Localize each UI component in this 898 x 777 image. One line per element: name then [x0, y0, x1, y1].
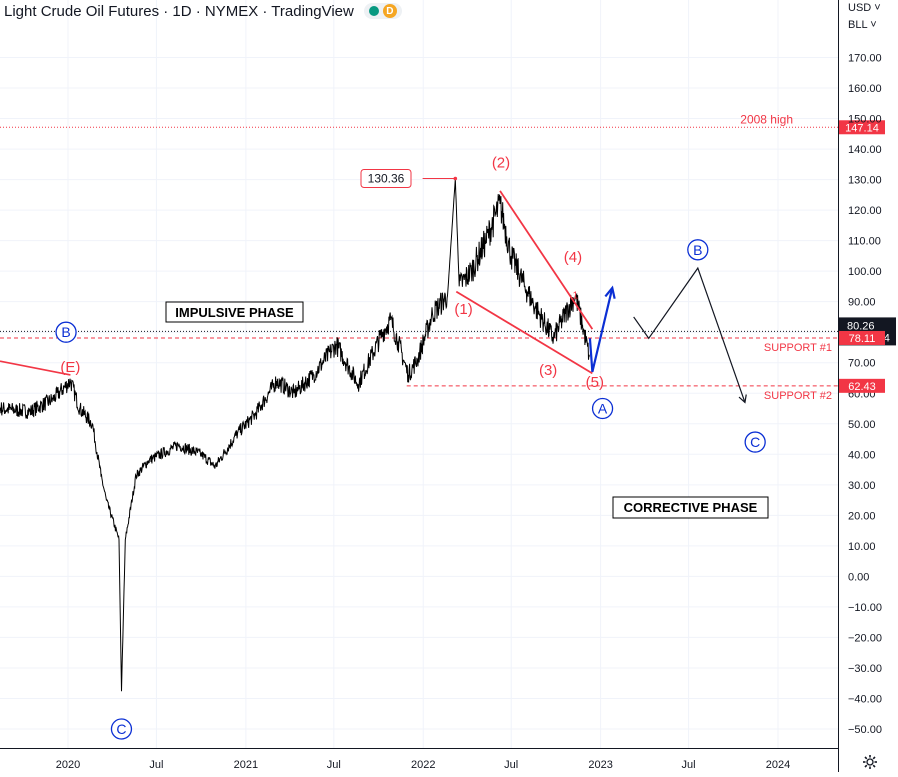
wave-label: (2) [492, 154, 510, 171]
x-tick-label: Jul [149, 759, 163, 771]
price-tag-dot [453, 176, 458, 181]
y-tick-label: −10.00 [848, 602, 882, 614]
gear-icon[interactable] [862, 754, 878, 770]
wedge-line-2 [499, 190, 594, 330]
y-tick-label: 170.00 [848, 53, 882, 65]
y-tick-label: −30.00 [848, 663, 882, 675]
support-price-label: 78.11 [849, 333, 876, 345]
price-tag-box [360, 168, 412, 188]
x-tick-label: Jul [504, 759, 518, 771]
price-series-line [0, 178, 590, 692]
unit-label: BLL [848, 19, 868, 31]
blue-projection-arrowhead [604, 285, 616, 299]
support-1-label: SUPPORT #1 [764, 342, 832, 354]
wave-label: (E) [60, 359, 80, 376]
corrective-phase-label: CORRECTIVE PHASE [624, 500, 758, 515]
wave-circle-label: C [116, 721, 126, 737]
wave-circle-C [744, 431, 766, 453]
x-tick-label: Jul [682, 759, 696, 771]
impulsive-phase-label: IMPULSIVE PHASE [175, 305, 294, 320]
y-tick-label: 160.00 [848, 83, 882, 95]
wedge-line-1 [455, 290, 593, 375]
wave-circle-A [591, 397, 614, 420]
level-2008-high-label: 2008 high [740, 112, 793, 126]
y-tick-label: 90.00 [848, 297, 876, 309]
status-badge[interactable]: D [363, 3, 402, 19]
y-tick-label: 20.00 [848, 510, 876, 522]
x-tick-label: 2020 [56, 759, 80, 771]
wave-circle-label: A [598, 401, 608, 417]
x-tick-label: 2021 [234, 759, 258, 771]
y-tick-label: 120.00 [848, 205, 882, 217]
wave-circle-label: C [750, 434, 760, 450]
chevron-down-icon: ˅ [870, 19, 877, 31]
support-price-tag [839, 378, 885, 393]
y-tick-label: 100.00 [848, 266, 882, 278]
y-tick-label: 110.00 [848, 236, 881, 248]
y-tick-label: −20.00 [848, 632, 882, 644]
currency-label: USD [848, 2, 872, 14]
wave-circle-label: B [693, 242, 702, 258]
y-tick-label: 30.00 [848, 480, 876, 492]
wave-circle-label: B [61, 324, 70, 340]
support-price-tag [839, 330, 885, 345]
unit-selector[interactable]: BLL ˅ [848, 19, 877, 31]
delay-badge-icon: D [382, 4, 397, 18]
impulsive-phase-box: IMPULSIVE PHASE [165, 301, 304, 323]
x-tick-label: 2023 [588, 759, 612, 771]
level-2008-high-tag [839, 120, 885, 135]
current-price-value: 80.26 [847, 320, 875, 332]
y-tick-label: 70.00 [848, 358, 876, 370]
x-tick-label: 2022 [411, 759, 435, 771]
support-2-label: SUPPORT #2 [764, 390, 832, 402]
wave-circle-B [55, 321, 77, 343]
corrective-phase-box: CORRECTIVE PHASE [612, 496, 769, 519]
x-tick-label: Jul [327, 759, 341, 771]
chart-header: Light Crude Oil Futures · 1D · NYMEX · T… [4, 2, 402, 20]
price-tag-label: 130.36 [368, 171, 405, 185]
y-tick-label: −40.00 [848, 693, 882, 705]
y-tick-label: 10.00 [848, 541, 876, 553]
chevron-down-icon: ˅ [874, 2, 881, 14]
support-price-label: 62.43 [848, 381, 876, 393]
wave-label: (5) [586, 374, 604, 391]
blue-projection-line [588, 287, 614, 373]
x-tick-label: 2024 [766, 759, 790, 771]
y-tick-label: 150.00 [848, 114, 882, 126]
y-tick-label: −50.00 [848, 724, 882, 736]
wave-circle-C [110, 718, 133, 740]
y-tick-label: 140.00 [848, 144, 882, 156]
legacy-trend-line [0, 360, 71, 376]
symbol-title: Light Crude Oil Futures · 1D · NYMEX · T… [4, 2, 354, 20]
black-projection-arrowhead [738, 394, 747, 404]
market-status-icon [368, 6, 379, 16]
y-tick-label: 0.00 [848, 571, 869, 583]
wave-label: (3) [539, 362, 557, 379]
wave-label: 1 [573, 291, 579, 302]
wave-label: (1) [454, 301, 472, 318]
y-tick-label: 40.00 [848, 449, 876, 461]
y-tick-label: 50.00 [848, 419, 876, 431]
currency-selector[interactable]: USD ˅ [848, 2, 881, 14]
black-projection-line [633, 266, 746, 403]
y-tick-label: 130.00 [848, 175, 882, 187]
level-2008-high-price: 147.14 [845, 122, 879, 134]
wave-circle-B [687, 239, 709, 261]
wave-label: (4) [564, 249, 582, 266]
